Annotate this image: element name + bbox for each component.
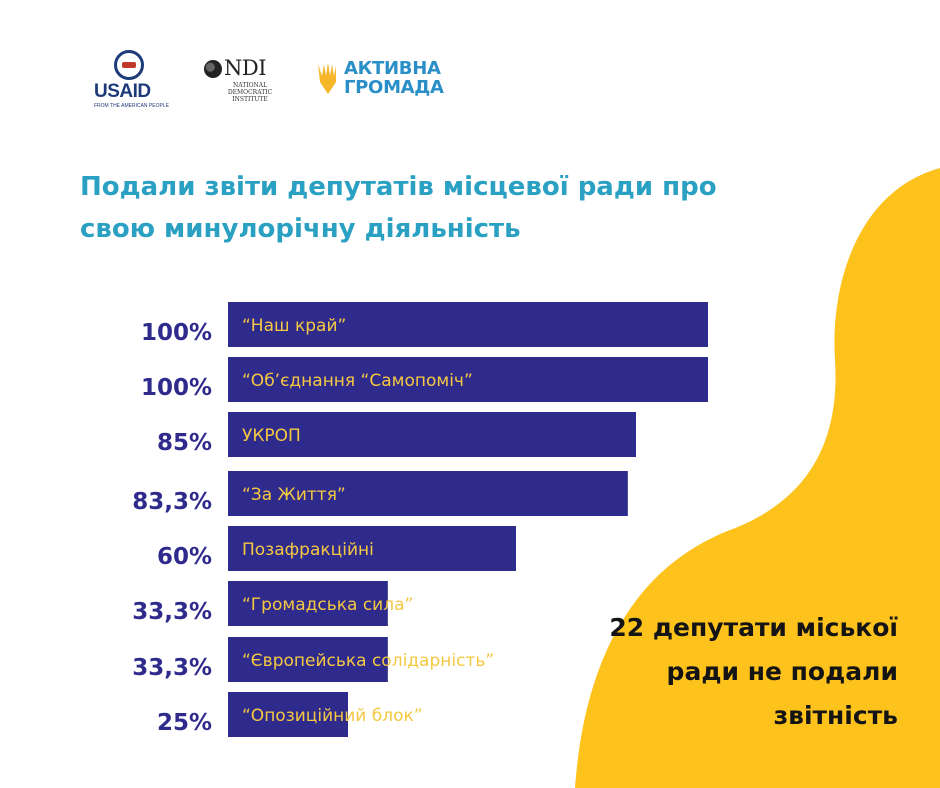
aktyvna-word: АКТИВНА [344,58,441,79]
callout-text: 22 депутати міської ради не подали звітн… [609,613,898,730]
usaid-tagline: FROM THE AMERICAN PEOPLE [94,103,169,109]
ndi-wordmark: NDI [224,56,267,80]
value-label-7: 25% [157,710,212,736]
value-label-4: 60% [157,544,212,570]
bar-7 [228,692,348,737]
value-label-3: 83,3% [132,489,212,515]
category-label-2: УКРОП [242,426,301,446]
aktyvna-hromada-wordmark: АКТИВНА ГРОМАДА [344,59,444,97]
chart-title: Подали звіти депутатів місцевої ради про… [80,172,717,244]
category-label-4: Позафракційні [242,540,374,560]
bar-6 [228,637,388,682]
bar-4 [228,526,516,571]
category-label-1: “Об’єднання “Самопоміч” [242,371,473,391]
ndi-logo: NDI NATIONAL DEMOCRATIC INSTITUTE [204,50,274,110]
category-label-5: “Громадська сила” [242,595,413,615]
globe-icon [204,60,222,78]
raised-hands-icon [318,62,336,94]
bar-2 [228,412,636,457]
bar-0 [228,302,708,347]
value-label-6: 33,3% [132,655,212,681]
bar-1 [228,357,708,402]
value-label-5: 33,3% [132,599,212,625]
hromada-word: ГРОМАДА [344,77,444,98]
category-label-0: “Наш край” [242,316,346,336]
value-label-0: 100% [141,320,212,346]
ndi-subtitle: NATIONAL DEMOCRATIC INSTITUTE [227,82,273,103]
usaid-seal-icon [114,50,144,80]
category-label-7: “Опозиційний блок” [242,706,423,726]
value-label-2: 85% [157,430,212,456]
usaid-wordmark: USAID [94,81,151,102]
value-label-1: 100% [141,375,212,401]
category-label-3: “За Життя” [242,485,346,505]
usaid-logo: USAID FROM THE AMERICAN PEOPLE [92,50,169,110]
bar-3 [228,471,628,516]
bar-5 [228,581,388,626]
aktyvna-hromada-logo: АКТИВНА ГРОМАДА [314,50,454,110]
category-label-6: “Європейська солідарність” [242,651,494,671]
